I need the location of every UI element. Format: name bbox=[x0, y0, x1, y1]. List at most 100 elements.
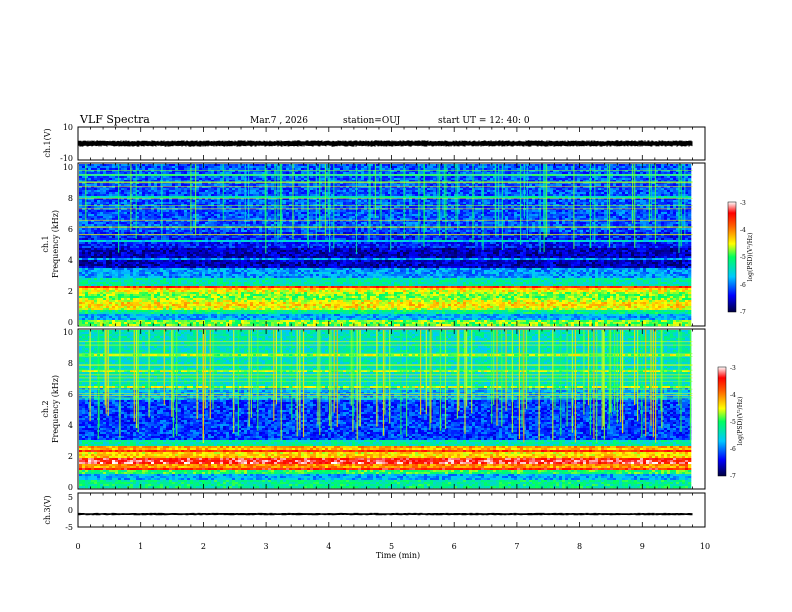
spectrogram-cell bbox=[412, 186, 416, 189]
spectrogram-cell bbox=[649, 200, 653, 203]
spectrogram-cell bbox=[508, 188, 512, 191]
spectrogram-cell bbox=[568, 172, 572, 175]
spectrogram-cell bbox=[502, 196, 506, 199]
spectrogram-cell bbox=[268, 192, 272, 195]
spectrogram-cell bbox=[667, 180, 671, 183]
spectrogram-cell bbox=[547, 190, 551, 193]
spectrogram-cell bbox=[472, 178, 476, 181]
spectrogram-cell bbox=[91, 200, 95, 203]
spectrogram-cell bbox=[352, 204, 356, 207]
spectrogram-cell bbox=[325, 188, 329, 191]
spectrogram-cell bbox=[142, 202, 146, 205]
spectrogram-cell bbox=[562, 210, 566, 213]
spectrogram-cell bbox=[496, 176, 500, 179]
spectrogram-cell bbox=[514, 206, 518, 209]
spectrogram-cell bbox=[499, 170, 503, 173]
spectrogram-cell bbox=[565, 186, 569, 189]
spectrogram-cell bbox=[268, 196, 272, 199]
spectrogram-cell bbox=[415, 194, 419, 197]
spectrogram-cell bbox=[466, 186, 470, 189]
spectrogram-cell bbox=[415, 190, 419, 193]
spectrogram-cell bbox=[595, 204, 599, 207]
spectrogram-cell bbox=[556, 192, 560, 195]
spectrogram-cell bbox=[484, 168, 488, 171]
spectrogram-cell bbox=[445, 196, 449, 199]
spectrogram-cell bbox=[583, 168, 587, 171]
spectrogram-cell bbox=[301, 186, 305, 189]
spectrogram-cell bbox=[409, 202, 413, 205]
spectrogram-cell bbox=[127, 202, 131, 205]
spectrogram-cell bbox=[136, 186, 140, 189]
spectrogram-cell bbox=[154, 206, 158, 209]
spectrogram-cell bbox=[535, 192, 539, 195]
spectrogram-cell bbox=[520, 188, 524, 191]
spectrogram-cell bbox=[211, 204, 215, 207]
spectrogram-cell bbox=[103, 186, 107, 189]
spectrogram-cell bbox=[415, 206, 419, 209]
spectrogram-cell bbox=[418, 204, 422, 207]
spectrogram-cell bbox=[88, 178, 92, 181]
spectrogram-cell bbox=[415, 202, 419, 205]
spectrogram-cell bbox=[652, 168, 656, 171]
spectrogram-cell bbox=[97, 200, 101, 203]
spectrogram-cell bbox=[349, 198, 353, 201]
spectrogram-cell bbox=[85, 194, 89, 197]
spectrogram-cell bbox=[130, 198, 134, 201]
spectrogram-cell bbox=[127, 178, 131, 181]
spectrogram-cell bbox=[586, 194, 590, 197]
spectrogram-cell bbox=[271, 204, 275, 207]
spectrogram-cell bbox=[661, 196, 665, 199]
spectrogram-cell bbox=[448, 188, 452, 191]
spectrogram-cell bbox=[136, 166, 140, 169]
spectrogram-cell bbox=[334, 164, 338, 167]
spectrogram-cell bbox=[592, 202, 596, 205]
spectrogram-cell bbox=[193, 164, 197, 167]
spectrogram-cell bbox=[661, 188, 665, 191]
spectrogram-cell bbox=[211, 194, 215, 197]
spectrogram-cell bbox=[688, 196, 692, 199]
spectrogram-cell bbox=[586, 172, 590, 175]
spectrogram-cell bbox=[334, 190, 338, 193]
spectrogram-cell bbox=[217, 164, 221, 167]
spectrogram-cell bbox=[559, 204, 563, 207]
spectrogram-cell bbox=[178, 184, 182, 187]
spectrogram-cell bbox=[301, 200, 305, 203]
spectrogram-cell bbox=[490, 186, 494, 189]
spectrogram-cell bbox=[349, 200, 353, 203]
spectrogram-cell bbox=[172, 198, 176, 201]
spectrogram-cell bbox=[220, 204, 224, 207]
spectrogram-cell bbox=[106, 204, 110, 207]
spectrogram-cell bbox=[466, 206, 470, 209]
spectrogram-cell bbox=[79, 188, 83, 191]
spectrogram-cell bbox=[670, 170, 674, 173]
spectrogram-cell bbox=[286, 172, 290, 175]
spectrogram-cell bbox=[148, 200, 152, 203]
spectrogram-cell bbox=[619, 198, 623, 201]
spectrogram-cell bbox=[502, 192, 506, 195]
spectrogram-cell bbox=[439, 210, 443, 213]
spectrogram-cell bbox=[535, 178, 539, 181]
spectrogram-cell bbox=[337, 164, 341, 167]
spectrogram-cell bbox=[385, 184, 389, 187]
spectrogram-cell bbox=[124, 170, 128, 173]
spectrogram-cell bbox=[217, 180, 221, 183]
spectrogram-cell bbox=[220, 210, 224, 213]
spectrogram-cell bbox=[484, 172, 488, 175]
spectrogram-cell bbox=[532, 164, 536, 167]
spectrogram-cell bbox=[622, 176, 626, 179]
spectrogram-cell bbox=[607, 196, 611, 199]
spectrogram-cell bbox=[535, 202, 539, 205]
spectrogram-cell bbox=[106, 210, 110, 213]
spectrogram-cell bbox=[223, 180, 227, 183]
spectrogram-cell bbox=[199, 194, 203, 197]
spectrogram-cell bbox=[94, 198, 98, 201]
spectrogram-cell bbox=[472, 168, 476, 171]
spectrogram-cell bbox=[577, 184, 581, 187]
spectrogram-cell bbox=[463, 170, 467, 173]
spectrogram-cell bbox=[103, 178, 107, 181]
spectrogram-cell bbox=[439, 166, 443, 169]
spectrogram-cell bbox=[451, 206, 455, 209]
spectrogram-cell bbox=[331, 166, 335, 169]
spectrogram-cell bbox=[340, 190, 344, 193]
spectrogram-cell bbox=[124, 192, 128, 195]
